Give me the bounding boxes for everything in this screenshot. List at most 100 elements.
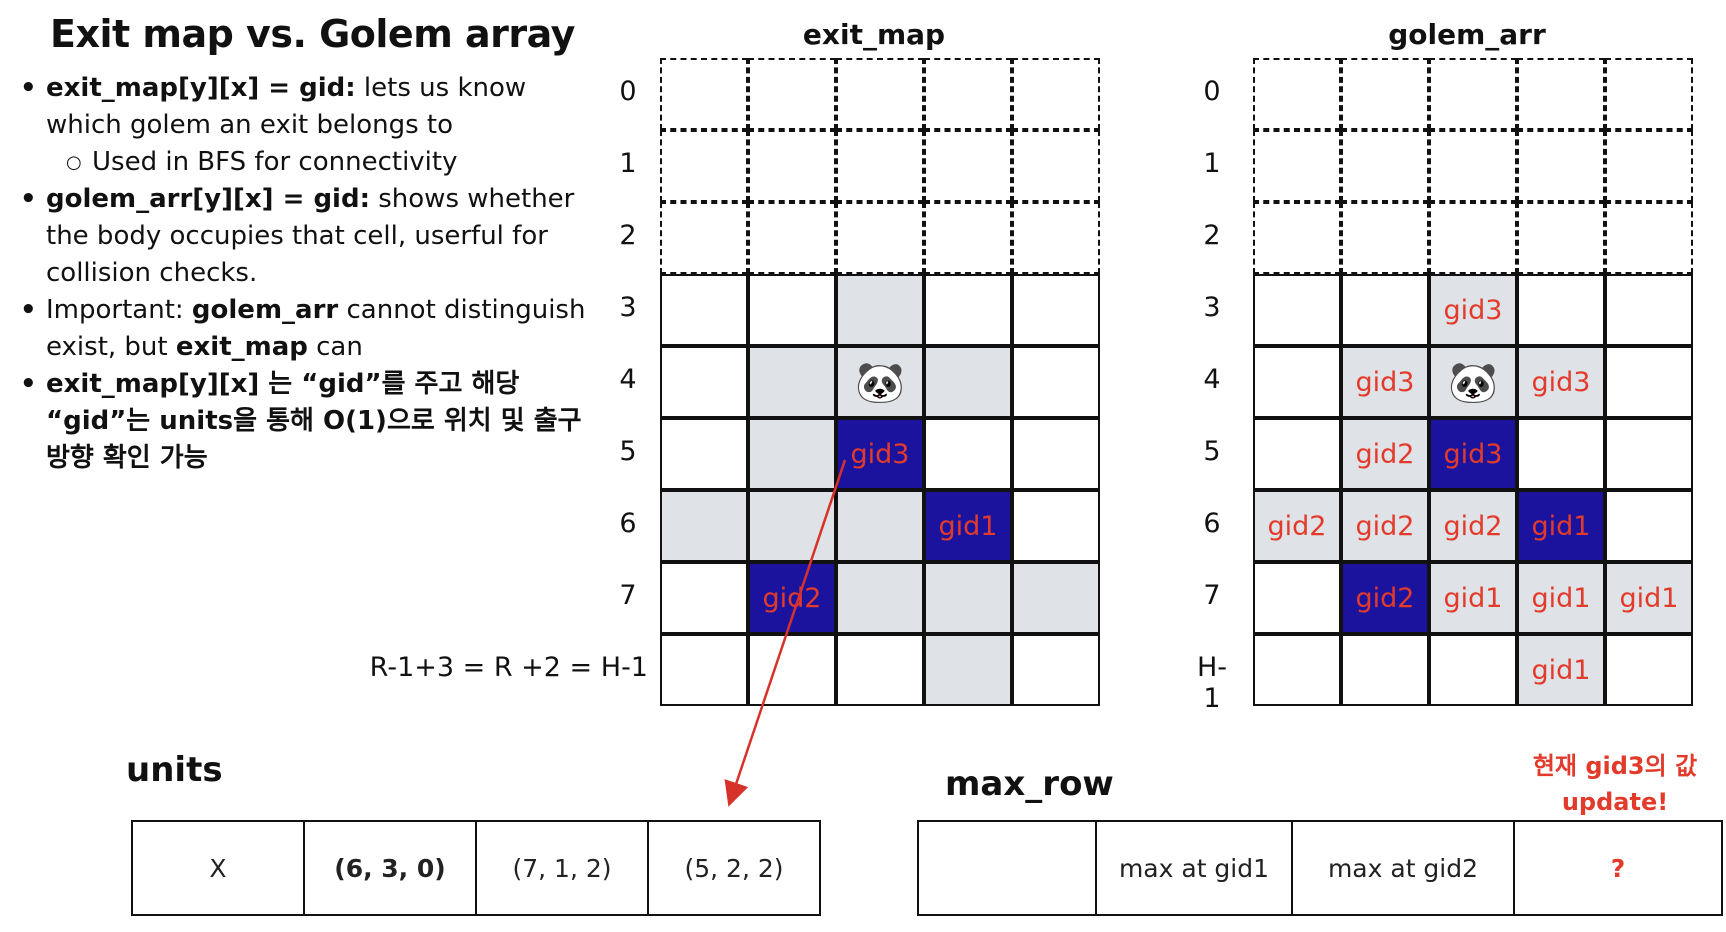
golem-arr-cell <box>1517 58 1605 130</box>
exit-map-cell <box>1012 634 1100 706</box>
golem-arr-row-label: 1 <box>1203 148 1221 179</box>
golem-arr-cell <box>1517 202 1605 274</box>
golem-arr-row-label: 3 <box>1203 292 1221 323</box>
golem-arr-cell <box>1341 634 1429 706</box>
golem-arr-cell-label: gid3 <box>1443 294 1503 326</box>
golem-arr-cell: gid3 <box>1517 346 1605 418</box>
golem-arr-cell-label: gid1 <box>1531 654 1591 686</box>
exit-map-cell <box>660 202 748 274</box>
golem-arr-cell <box>1341 130 1429 202</box>
golem-arr-row-label: 4 <box>1203 364 1221 395</box>
exit-map-cell <box>660 130 748 202</box>
units-title: units <box>126 750 223 790</box>
golem-arr-cell-label: gid1 <box>1619 582 1679 614</box>
exit-map-cell <box>1012 130 1100 202</box>
golem-arr-cell <box>1253 346 1341 418</box>
exit-map-cell-label: gid3 <box>850 438 910 470</box>
golem-arr-cell-label: gid3 <box>1443 438 1503 470</box>
golem-arr-cell <box>1429 634 1517 706</box>
golem-arr-cell <box>1253 562 1341 634</box>
golem-arr-row-label: 2 <box>1203 220 1221 251</box>
golem-arr-row-label: H-1 <box>1196 652 1228 714</box>
golem-arr-row-label: 0 <box>1203 76 1221 107</box>
exit-map-row-label: 0 <box>619 76 637 107</box>
update-note: 현재 gid3의 값 update! <box>1515 748 1715 820</box>
exit-map-cell <box>924 130 1012 202</box>
exit-map-cell <box>660 634 748 706</box>
exit-map-row-label: 6 <box>619 508 637 539</box>
exit-map-cell: gid3 <box>836 418 924 490</box>
golem-arr-cell: gid1 <box>1429 562 1517 634</box>
golem-arr-cell-label: gid2 <box>1267 510 1327 542</box>
exit-map-cell <box>836 58 924 130</box>
golem-arr-row-label: 7 <box>1203 580 1221 611</box>
golem-arr-cell <box>1605 634 1693 706</box>
exit-map-cell <box>748 490 836 562</box>
exit-map-row-label: 2 <box>619 220 637 251</box>
exit-map-cell <box>1012 562 1100 634</box>
golem-arr-cell <box>1605 346 1693 418</box>
exit-map-cell <box>1012 58 1100 130</box>
golem-arr-cell <box>1429 130 1517 202</box>
bullet-text: can <box>307 332 363 362</box>
exit-map-cell <box>924 346 1012 418</box>
max-row-title: max_row <box>945 764 1114 804</box>
max-row-cell: ? <box>1513 820 1723 916</box>
exit-map-cell <box>924 418 1012 490</box>
golem-arr-cell-label: gid2 <box>1443 510 1503 542</box>
panda-icon: 🐼 <box>1448 359 1498 406</box>
exit-map-cell <box>1012 346 1100 418</box>
golem-arr-cell <box>1517 274 1605 346</box>
bullet-korean: exit_map[y][x] 는 “gid”를 주고 해당 “gid”는 uni… <box>20 366 600 477</box>
exit-map-cell <box>748 58 836 130</box>
exit-map-cell <box>924 274 1012 346</box>
bullet-bold: exit_map[y][x] 는 “gid”를 주고 해당 “gid”는 uni… <box>46 369 582 473</box>
exit-map-cell <box>836 634 924 706</box>
bullet-bold: golem_arr[y][x] = gid: <box>46 184 370 214</box>
exit-map-cell <box>660 562 748 634</box>
bullet-list: exit_map[y][x] = gid: lets us know which… <box>20 70 600 477</box>
exit-map-cell <box>748 202 836 274</box>
units-cell: (5, 2, 2) <box>647 820 821 916</box>
units-cell: (6, 3, 0) <box>303 820 477 916</box>
golem-arr-cell: gid2 <box>1253 490 1341 562</box>
golem-arr-cell <box>1605 490 1693 562</box>
bullet-bold: exit_map[y][x] = gid: <box>46 73 356 103</box>
golem-arr-cell-label: gid1 <box>1531 510 1591 542</box>
golem-arr-cell-label: gid2 <box>1355 510 1415 542</box>
golem-arr-cell <box>1253 634 1341 706</box>
exit-map-cell <box>924 562 1012 634</box>
golem-arr-cell: 🐼 <box>1429 346 1517 418</box>
exit-map-cell <box>660 346 748 418</box>
bullet-bold: golem_arr <box>191 295 339 325</box>
exit-map-cell: 🐼 <box>836 346 924 418</box>
golem-arr-cell-label: gid1 <box>1443 582 1503 614</box>
bullet-bold: exit_map <box>175 332 308 362</box>
bullet-text: shows whether the body occupies that cel… <box>46 184 575 288</box>
bullet-text: cannot distinguish exist, but <box>46 295 586 362</box>
exit-map-cell <box>1012 202 1100 274</box>
golem-arr-cell: gid3 <box>1429 418 1517 490</box>
bullet-text: Important: <box>46 295 192 325</box>
exit-map-cell <box>924 634 1012 706</box>
max-row-cell <box>917 820 1097 916</box>
exit-map-cell <box>836 274 924 346</box>
exit-map-row-label: 3 <box>619 292 637 323</box>
exit-map-cell <box>748 274 836 346</box>
units-cell: X <box>131 820 305 916</box>
golem-arr-cell: gid1 <box>1605 562 1693 634</box>
units-cell: (7, 1, 2) <box>475 820 649 916</box>
golem-arr-cell-label: gid3 <box>1355 366 1415 398</box>
exit-map-cell: gid1 <box>924 490 1012 562</box>
golem-arr-cell <box>1429 58 1517 130</box>
golem-arr-title: golem_arr <box>1388 18 1546 51</box>
golem-arr-cell <box>1253 274 1341 346</box>
golem-arr-cell <box>1605 58 1693 130</box>
golem-arr-cell <box>1253 130 1341 202</box>
golem-arr-cell <box>1517 130 1605 202</box>
bullet-golem-arr: golem_arr[y][x] = gid: shows whether the… <box>20 181 600 292</box>
max-row-cell: max at gid2 <box>1291 820 1515 916</box>
exit-map-row-label: 4 <box>619 364 637 395</box>
golem-arr-cell: gid2 <box>1429 490 1517 562</box>
exit-map-cell-label: gid2 <box>762 582 822 614</box>
